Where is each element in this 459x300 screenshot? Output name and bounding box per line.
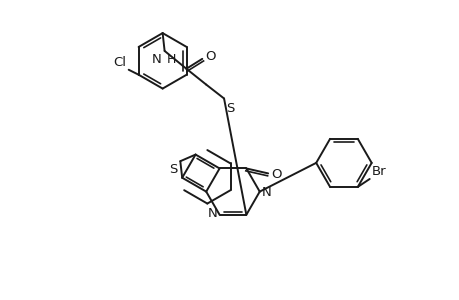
Text: Cl: Cl [113, 56, 126, 69]
Text: N: N [207, 207, 217, 220]
Text: Br: Br [371, 165, 386, 178]
Text: O: O [205, 50, 215, 63]
Text: O: O [270, 168, 281, 181]
Text: S: S [225, 102, 234, 116]
Text: N: N [261, 186, 271, 199]
Text: N: N [151, 53, 161, 66]
Text: H: H [166, 53, 176, 66]
Text: S: S [168, 163, 177, 176]
